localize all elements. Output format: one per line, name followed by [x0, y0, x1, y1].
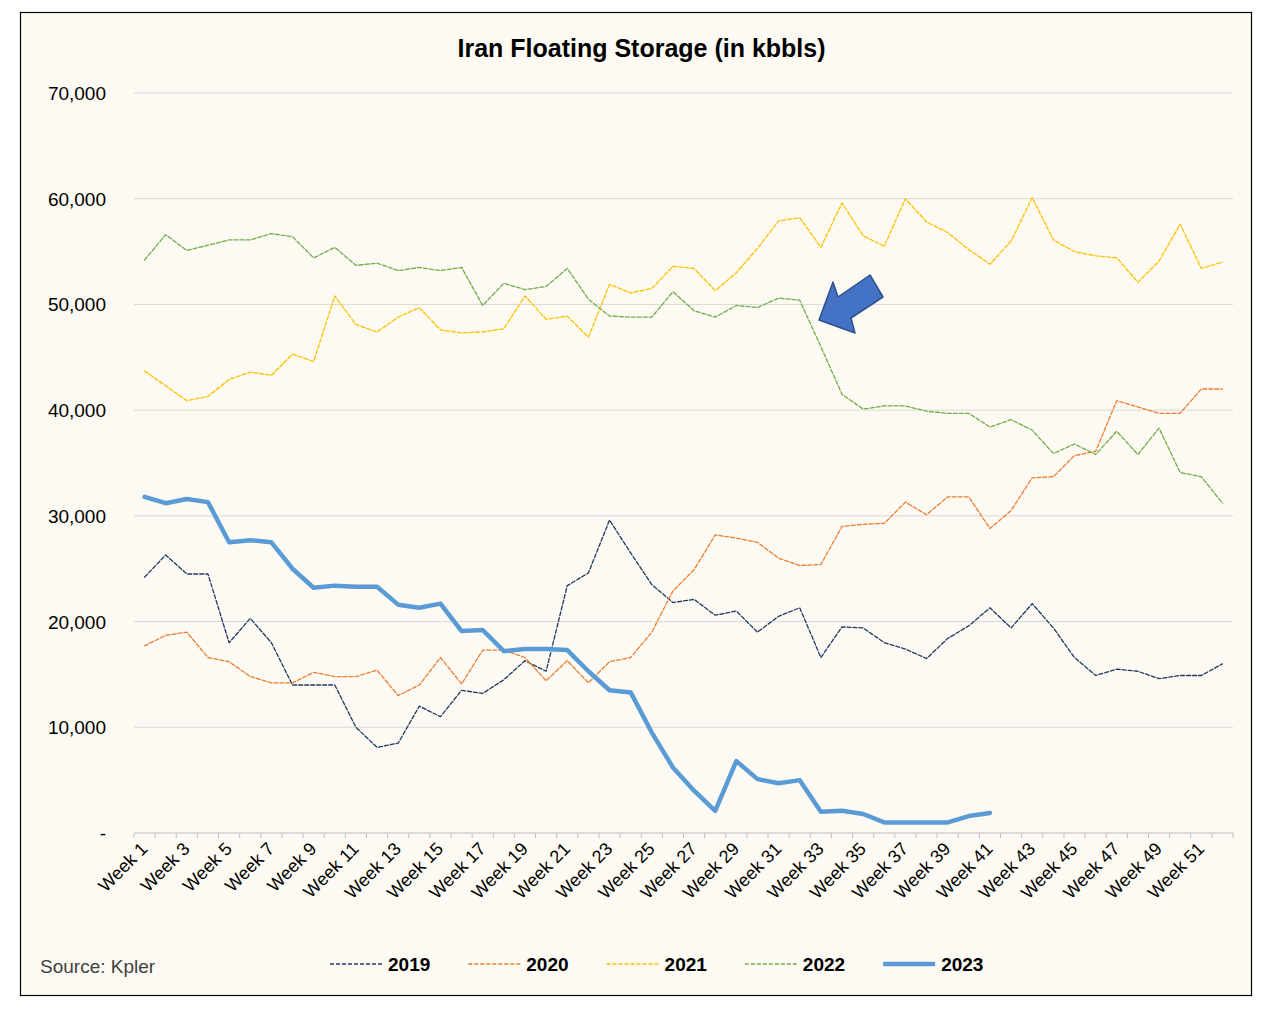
arrow	[819, 275, 883, 333]
chart: Iran Floating Storage (in kbbls) - 10,000 2…	[0, 0, 1272, 1009]
x-tick-mark	[493, 833, 494, 838]
x-tick-mark	[155, 833, 156, 838]
x-tick-mark	[218, 833, 219, 838]
x-tick-mark	[958, 833, 959, 838]
x-tick-mark	[894, 833, 895, 838]
x-tick-mark	[197, 833, 198, 838]
grid-line	[134, 515, 1233, 516]
legend-label: 2019	[388, 954, 430, 975]
x-tick-mark	[366, 833, 367, 838]
x-tick-mark	[577, 833, 578, 838]
x-tick-mark	[852, 833, 853, 838]
x-tick-mark	[704, 833, 705, 838]
x-tick-mark	[408, 833, 409, 838]
x-tick-mark	[1190, 833, 1191, 838]
series-line	[145, 198, 1223, 401]
legend-swatch	[883, 962, 935, 967]
plot-area	[145, 198, 1223, 823]
legend-label: 2020	[526, 954, 568, 975]
y-tick-label: 20,000	[48, 612, 106, 633]
legend-swatch	[607, 963, 659, 964]
x-tick-mark	[239, 833, 240, 838]
x-tick-mark	[472, 833, 473, 838]
x-tick-mark	[620, 833, 621, 838]
y-tick-label: 30,000	[48, 506, 106, 527]
legend-label: 2021	[665, 954, 708, 975]
chart-frame	[21, 13, 1252, 996]
legend-swatch	[330, 963, 382, 964]
x-tick-mark	[1042, 833, 1043, 838]
x-tick-mark	[1233, 833, 1234, 838]
x-tick-mark	[810, 833, 811, 838]
x-tick-mark	[789, 833, 790, 838]
x-tick-mark	[535, 833, 536, 838]
x-tick-mark	[979, 833, 980, 838]
x-tick-mark	[937, 833, 938, 838]
grid-line	[134, 304, 1233, 305]
x-tick-mark	[1021, 833, 1022, 838]
y-tick-label: -	[100, 823, 106, 844]
x-tick-mark	[1106, 833, 1107, 838]
x-tick-mark	[725, 833, 726, 838]
x-tick-mark	[662, 833, 663, 838]
x-tick-mark	[324, 833, 325, 838]
page-background	[0, 0, 1272, 1009]
x-tick-mark	[683, 833, 684, 838]
x-tick-mark	[746, 833, 747, 838]
source-note: Source: Kpler	[40, 956, 156, 977]
x-tick-mark	[451, 833, 452, 838]
y-tick-label: 40,000	[48, 400, 106, 421]
x-tick-mark	[387, 833, 388, 838]
x-tick-mark	[915, 833, 916, 838]
legend-swatch	[468, 963, 520, 964]
x-tick-mark	[556, 833, 557, 838]
series-line	[145, 520, 1223, 747]
x-tick-mark	[429, 833, 430, 838]
x-tick-mark	[641, 833, 642, 838]
grid-line	[134, 727, 1233, 728]
x-tick-mark	[1063, 833, 1064, 838]
x-tick-mark	[281, 833, 282, 838]
x-tick-mark	[303, 833, 304, 838]
legend-swatch	[745, 963, 797, 964]
series-line	[145, 497, 990, 823]
legend-label: 2023	[941, 954, 983, 975]
y-tick-label: 70,000	[48, 83, 106, 104]
legend-label: 2022	[803, 954, 845, 975]
grid-line	[134, 198, 1233, 199]
y-tick-label: 50,000	[48, 294, 106, 315]
x-tick-mark	[514, 833, 515, 838]
x-tick-mark	[768, 833, 769, 838]
grid-line	[134, 410, 1233, 411]
series-line	[145, 234, 1223, 504]
x-tick-mark	[831, 833, 832, 838]
x-tick-label: Week 51	[1144, 839, 1208, 903]
x-tick-mark	[134, 833, 135, 838]
title: Iran Floating Storage (in kbbls)	[457, 34, 825, 62]
x-tick-mark	[176, 833, 177, 838]
x-tick-mark	[598, 833, 599, 838]
x-tick-mark	[1169, 833, 1170, 838]
grid-line	[134, 93, 1233, 94]
x-tick-mark	[1211, 833, 1212, 838]
x-tick-mark	[260, 833, 261, 838]
x-tick-mark	[1127, 833, 1128, 838]
series-line	[145, 389, 1223, 696]
y-tick-label: 10,000	[48, 717, 106, 738]
y-tick-label: 60,000	[48, 189, 106, 210]
x-tick-mark	[1085, 833, 1086, 838]
grid-line	[134, 621, 1233, 622]
x-tick-mark	[1148, 833, 1149, 838]
x-tick-mark	[1000, 833, 1001, 838]
arrow-shape	[819, 275, 883, 333]
x-tick-mark	[873, 833, 874, 838]
x-tick-mark	[345, 833, 346, 838]
